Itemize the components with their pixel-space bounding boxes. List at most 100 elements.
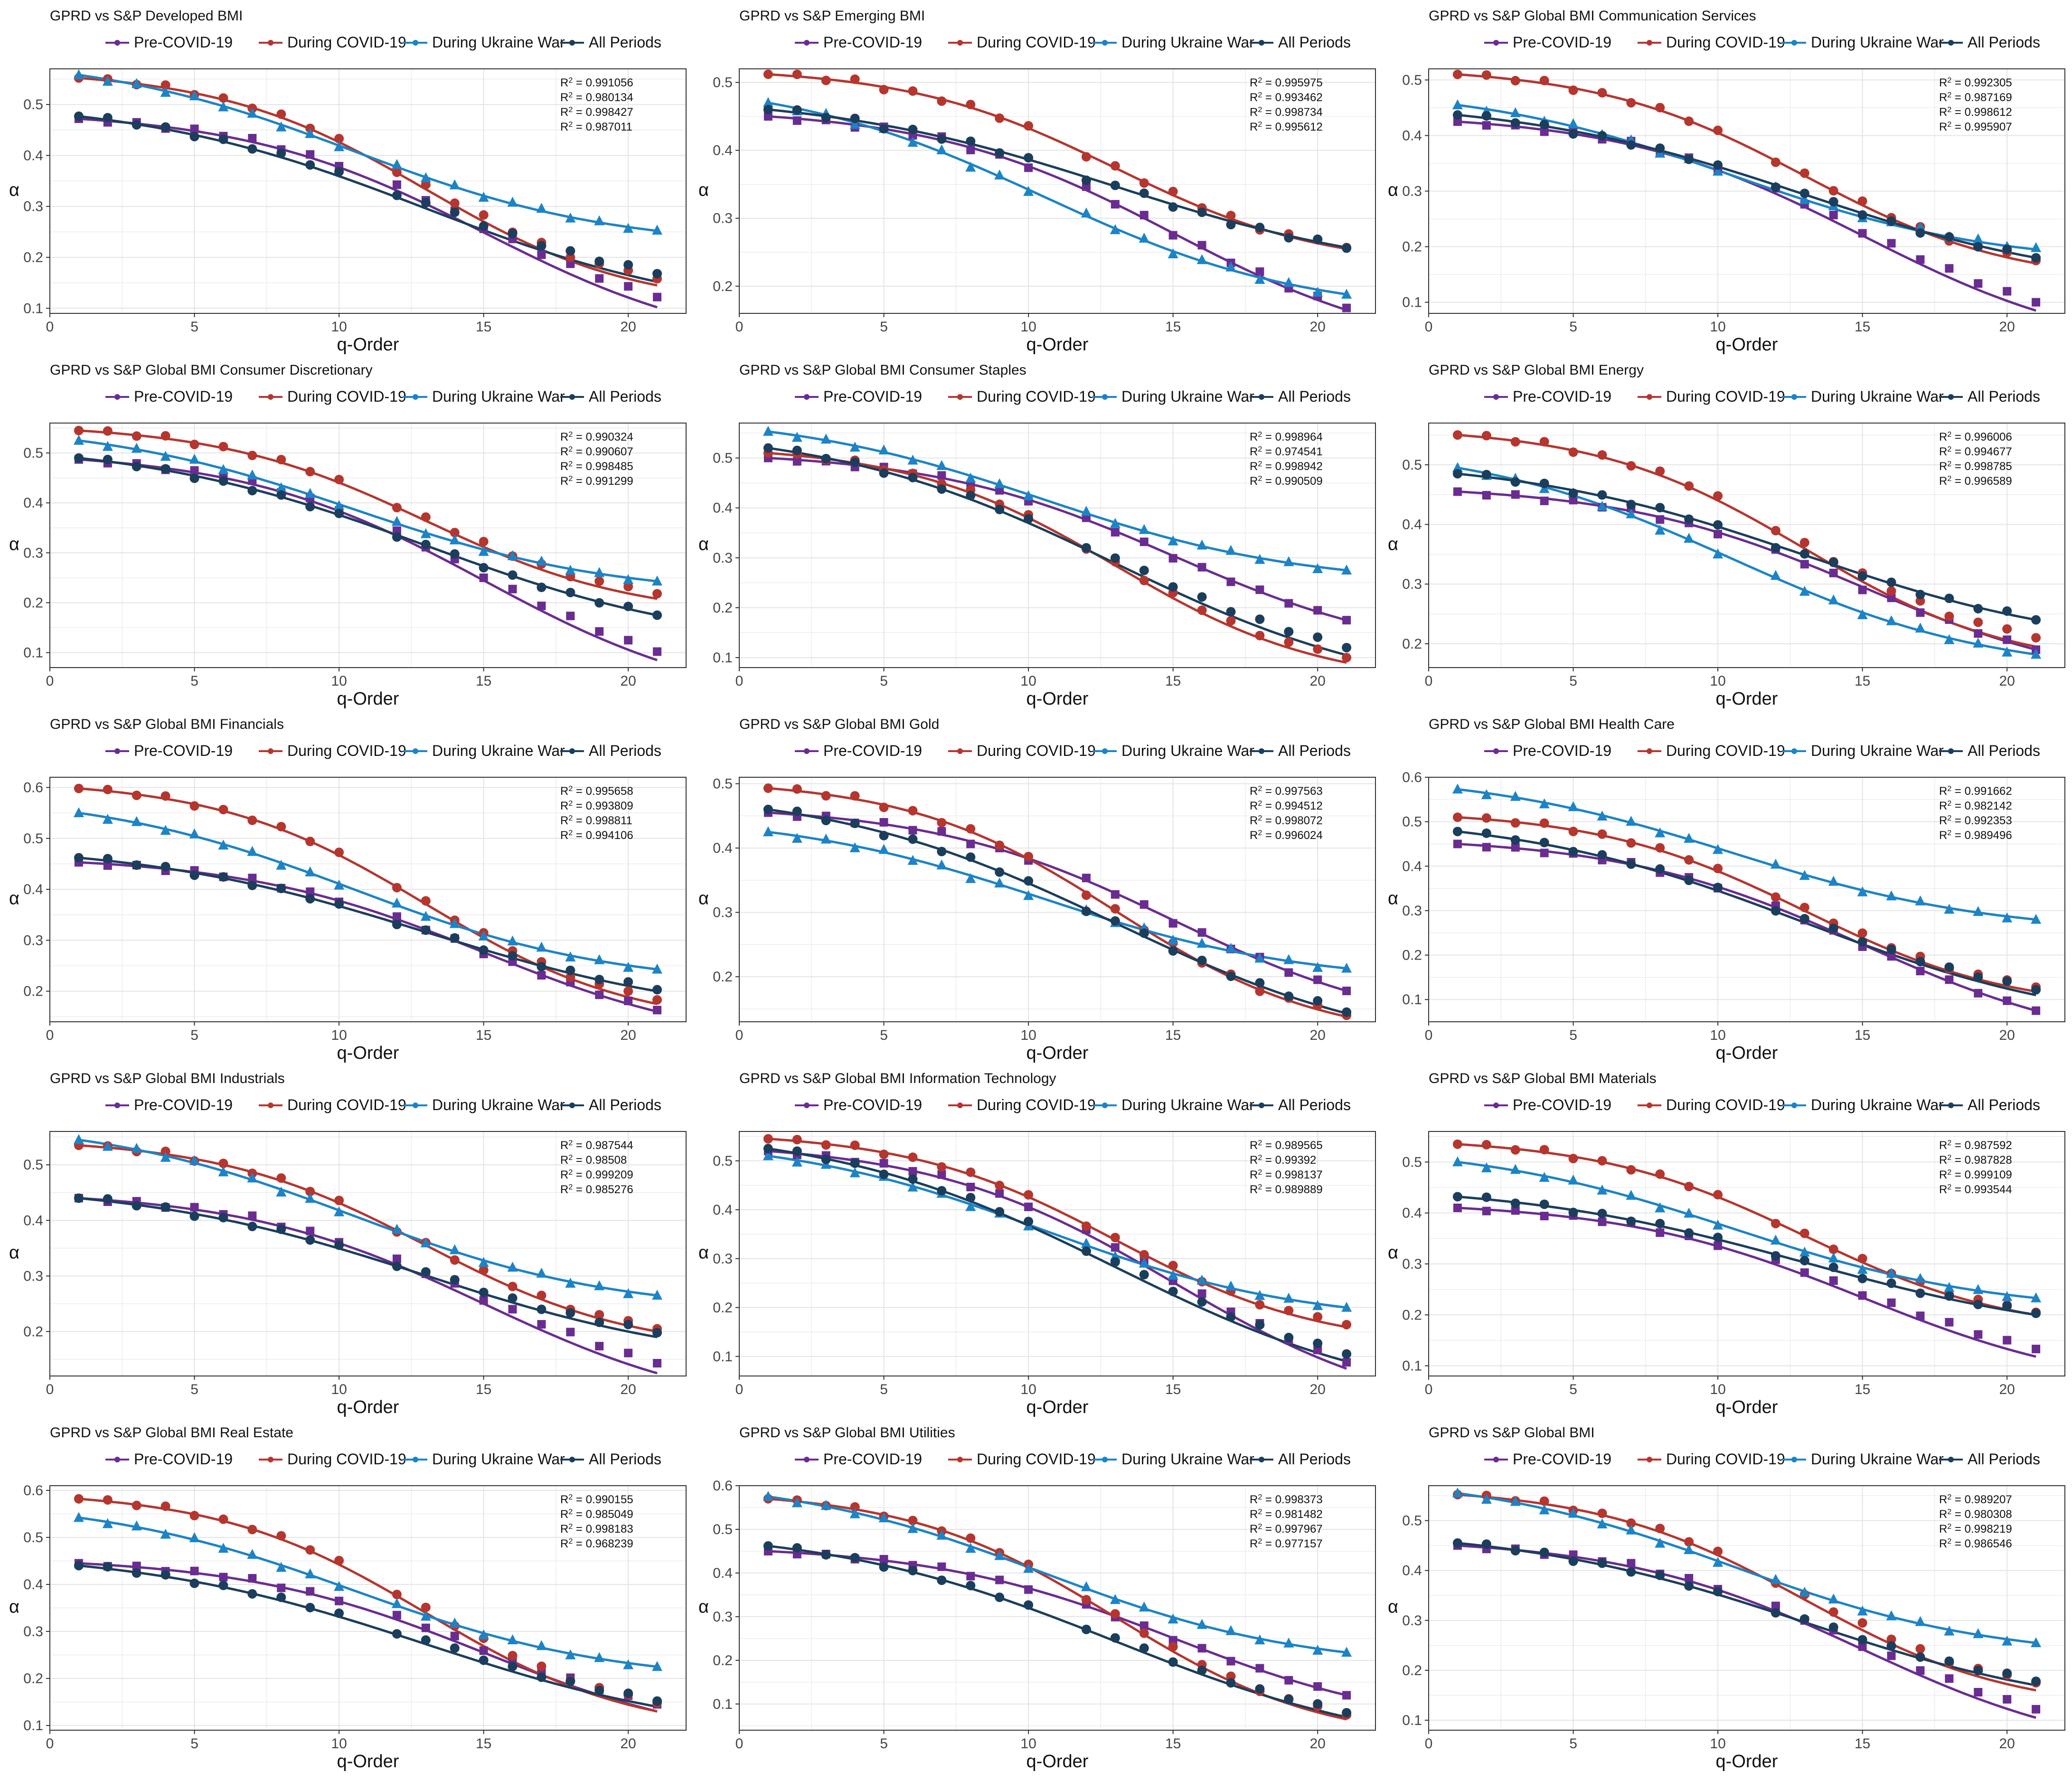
data-point bbox=[2002, 1635, 2013, 1646]
x-tick-label: 0 bbox=[1425, 1382, 1433, 1397]
r2-label: R2 = 0.987169 bbox=[1939, 91, 2012, 104]
legend-label: Pre-COVID-19 bbox=[823, 34, 922, 51]
chart-svg: GPRD vs S&P Global BMI Materials Pre-COVI… bbox=[1388, 1071, 2065, 1417]
data-point bbox=[791, 1156, 802, 1167]
data-point bbox=[820, 833, 831, 844]
data-point bbox=[1857, 928, 1867, 938]
r2-label: R2 = 0.989889 bbox=[1250, 1183, 1323, 1197]
fit-curve bbox=[768, 73, 1347, 250]
data-point bbox=[937, 847, 947, 857]
data-point bbox=[1342, 1319, 1352, 1329]
data-point bbox=[334, 1581, 345, 1591]
data-point bbox=[2031, 649, 2042, 659]
data-point bbox=[132, 120, 141, 130]
data-point bbox=[994, 478, 1005, 489]
x-tick-label: 0 bbox=[1425, 1027, 1433, 1043]
data-point bbox=[276, 1187, 287, 1197]
data-point bbox=[1024, 121, 1034, 131]
r2-label: R2 = 0.99392 bbox=[1250, 1154, 1316, 1167]
data-point bbox=[821, 453, 831, 463]
chart-svg: GPRD vs S&P Global BMI Energy Pre-COVID-1… bbox=[1388, 362, 2065, 709]
data-point bbox=[879, 124, 889, 134]
data-point bbox=[565, 212, 576, 223]
fit-curve bbox=[78, 439, 658, 583]
fit-curve bbox=[768, 102, 1347, 296]
data-point bbox=[908, 1174, 918, 1184]
data-point bbox=[74, 425, 84, 435]
data-point bbox=[1313, 606, 1322, 615]
plot-frame bbox=[49, 777, 687, 1022]
data-point bbox=[1481, 1192, 1491, 1202]
data-point bbox=[1481, 1494, 1492, 1504]
data-point bbox=[1453, 117, 1462, 126]
data-point bbox=[479, 210, 489, 220]
fit-curve bbox=[78, 787, 658, 1005]
data-point bbox=[391, 1598, 402, 1608]
data-point bbox=[1481, 70, 1491, 80]
data-point bbox=[1024, 1216, 1034, 1226]
data-point bbox=[1597, 1156, 1607, 1166]
chart-title: GPRD vs S&P Global BMI Energy bbox=[1429, 362, 1644, 378]
x-axis-title: q-Order bbox=[337, 335, 399, 355]
data-point bbox=[1770, 1574, 1781, 1584]
data-point bbox=[160, 451, 171, 461]
plot-frame bbox=[49, 1131, 687, 1376]
data-point bbox=[276, 822, 286, 832]
data-point bbox=[1944, 594, 1954, 603]
data-point bbox=[74, 1561, 84, 1571]
data-point bbox=[421, 1635, 431, 1645]
data-point bbox=[160, 825, 171, 835]
fit-curve bbox=[78, 1564, 658, 1708]
data-point bbox=[479, 563, 489, 573]
x-axis-title: q-Order bbox=[337, 1397, 399, 1417]
y-tick-label: 0.5 bbox=[1402, 1513, 1422, 1529]
data-point bbox=[966, 100, 976, 110]
data-point bbox=[1569, 1550, 1578, 1559]
data-point bbox=[1254, 952, 1265, 963]
data-point bbox=[2002, 646, 2013, 657]
legend-label: During Ukraine War bbox=[432, 1096, 565, 1113]
data-point bbox=[1655, 1169, 1665, 1179]
y-axis-title: α bbox=[698, 1243, 709, 1263]
data-point bbox=[1539, 1496, 1549, 1506]
data-point bbox=[1313, 1338, 1323, 1348]
data-point bbox=[966, 1183, 975, 1192]
data-point bbox=[1481, 470, 1491, 480]
data-point bbox=[1915, 895, 1926, 905]
data-point bbox=[1255, 614, 1265, 624]
data-point bbox=[1539, 798, 1550, 809]
data-point bbox=[594, 1310, 604, 1319]
legend-marker bbox=[268, 394, 273, 400]
data-point bbox=[189, 1532, 200, 1543]
data-point bbox=[907, 137, 918, 147]
chart-panel: GPRD vs S&P Developed BMI Pre-COVID-19 Dur… bbox=[0, 0, 690, 355]
chart-panel: GPRD vs S&P Global BMI Consumer Staples P… bbox=[689, 354, 1380, 709]
data-point bbox=[392, 919, 402, 929]
legend-label: Pre-COVID-19 bbox=[1513, 34, 1611, 51]
data-point bbox=[1944, 1625, 1955, 1636]
data-point bbox=[1342, 1007, 1352, 1017]
data-point bbox=[792, 445, 802, 455]
data-point bbox=[2002, 1291, 2013, 1301]
data-point bbox=[1168, 919, 1177, 928]
data-point bbox=[2031, 1292, 2042, 1302]
data-point bbox=[1197, 1644, 1206, 1653]
data-point bbox=[1684, 1207, 1695, 1218]
data-point bbox=[276, 1531, 286, 1541]
data-point bbox=[74, 853, 84, 863]
data-point bbox=[763, 1490, 773, 1501]
data-point bbox=[2032, 298, 2041, 307]
y-tick-label: 0.5 bbox=[713, 1153, 733, 1169]
legend-label: Pre-COVID-19 bbox=[823, 1451, 922, 1468]
data-point bbox=[421, 179, 431, 189]
x-axis-title: q-Order bbox=[1027, 1752, 1089, 1772]
data-point bbox=[1081, 152, 1091, 162]
y-tick-label: 0.3 bbox=[23, 1268, 43, 1284]
data-point bbox=[219, 1573, 228, 1582]
data-point bbox=[1196, 1274, 1207, 1285]
data-point bbox=[449, 1617, 460, 1628]
data-point bbox=[1828, 1607, 1838, 1617]
chart-panel: GPRD vs S&P Global BMI Industrials Pre-CO… bbox=[0, 1063, 690, 1417]
chart-svg: GPRD vs S&P Global BMI Gold Pre-COVID-19 D… bbox=[698, 716, 1376, 1063]
data-point bbox=[1081, 890, 1091, 900]
